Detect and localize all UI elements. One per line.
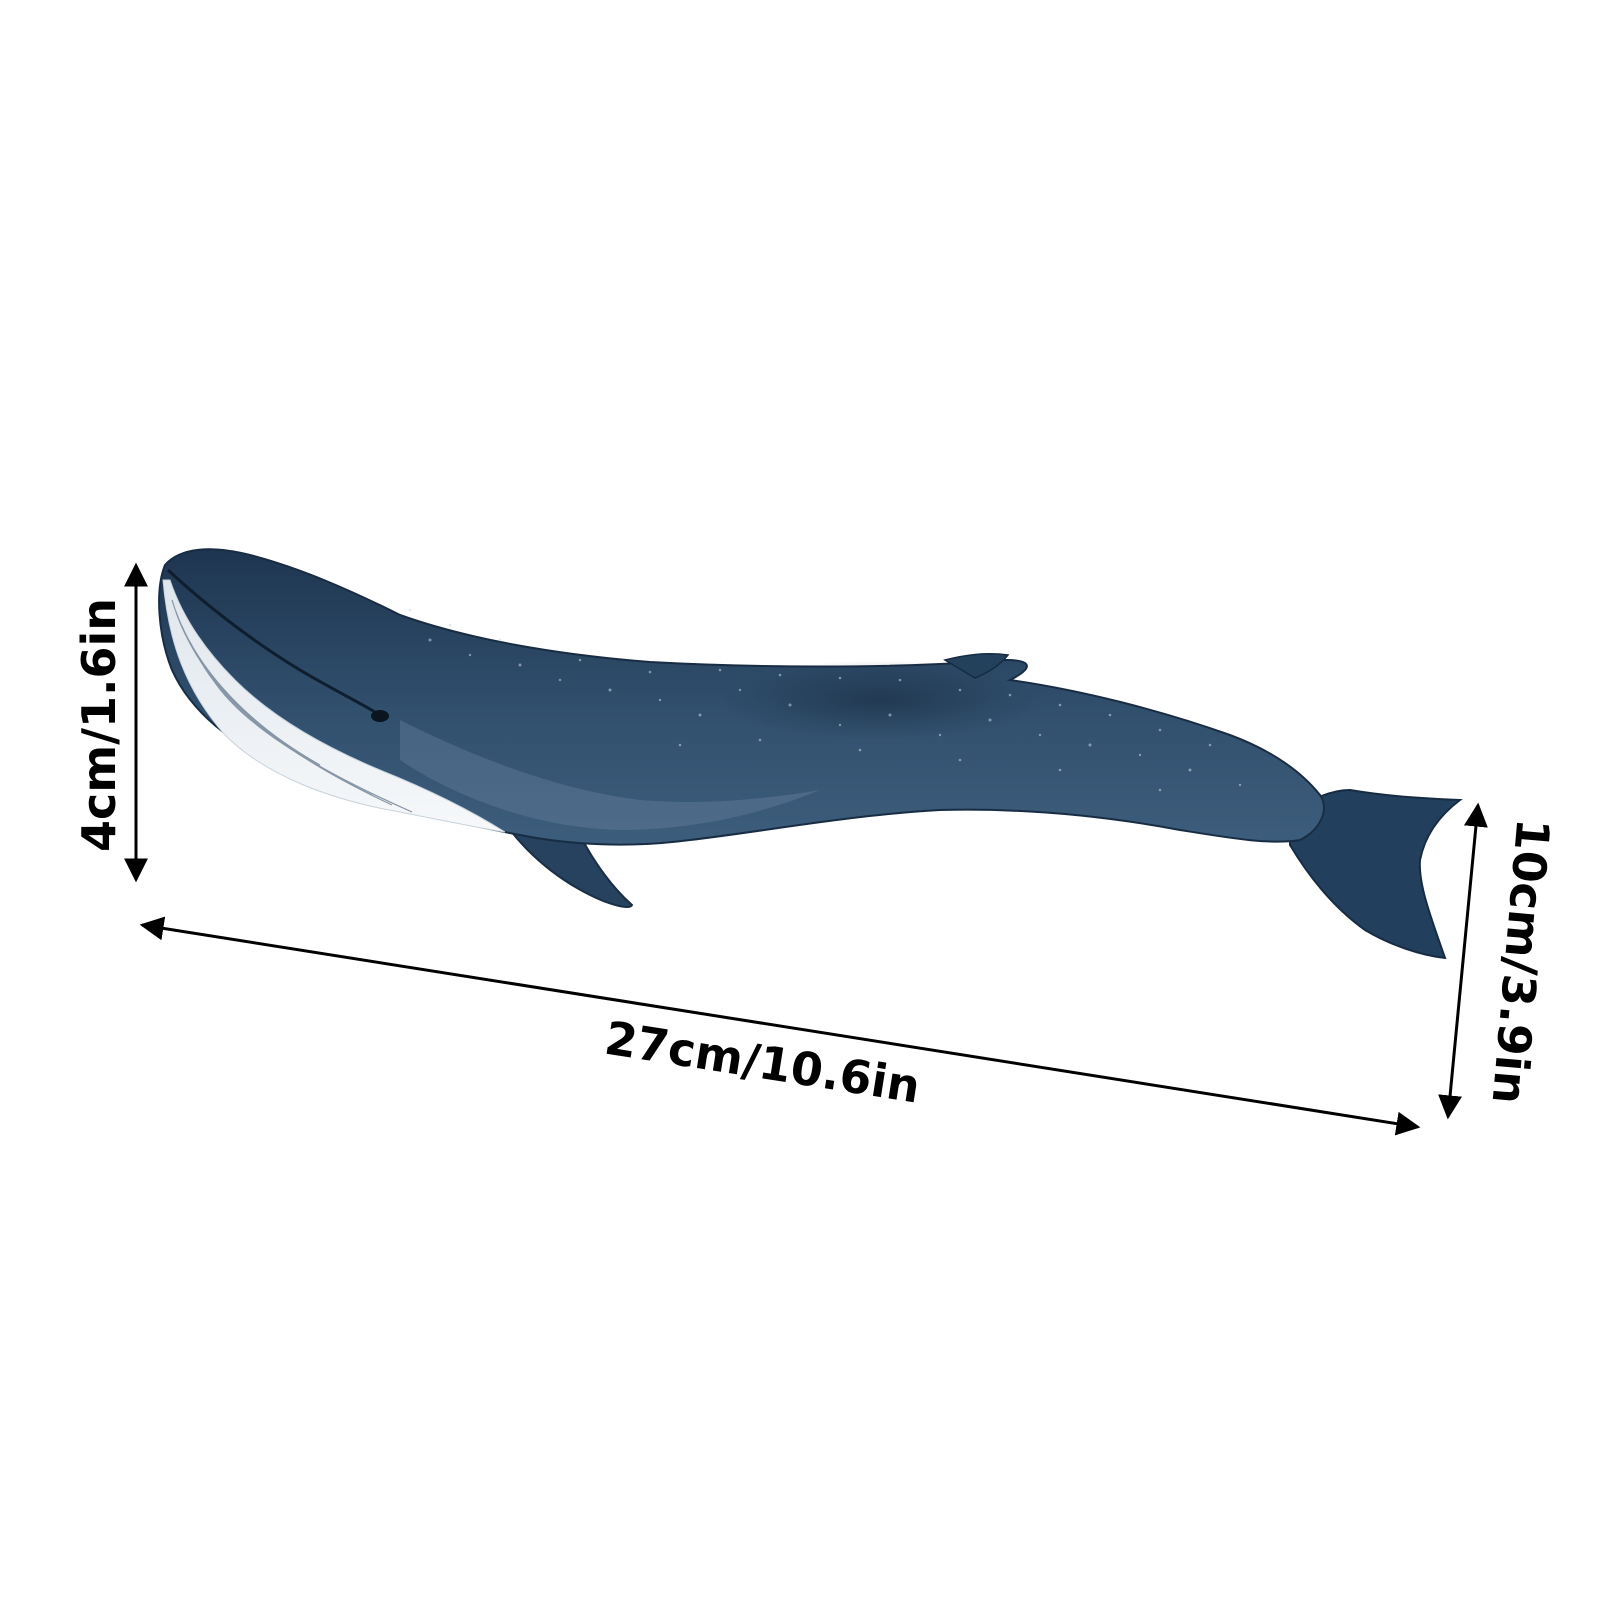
whale-dorsal-fin <box>943 653 1010 679</box>
dimension-arrow-length <box>139 916 1421 1136</box>
dimension-arrow-right <box>1438 802 1488 1120</box>
whale-flank-highlight <box>400 720 820 830</box>
dimension-label-height-tail: 10cm/3.9in <box>1482 817 1561 1107</box>
whale-speckles <box>408 608 1242 792</box>
dimension-height-head: 4cm/1.6in <box>72 562 148 883</box>
whale-belly <box>162 579 506 833</box>
whale-mouth-line <box>166 568 376 714</box>
whale-throat-grooves <box>171 599 413 813</box>
dimension-length: 27cm/10.6in <box>139 916 1421 1136</box>
whale-back-shade <box>720 660 1040 740</box>
whale-eye <box>371 710 389 722</box>
dimension-label-length: 27cm/10.6in <box>601 1011 924 1114</box>
whale-figurine <box>158 548 1463 960</box>
dimension-label-height-head: 4cm/1.6in <box>72 598 126 852</box>
dimension-height-tail: 10cm/3.9in <box>1438 802 1561 1120</box>
